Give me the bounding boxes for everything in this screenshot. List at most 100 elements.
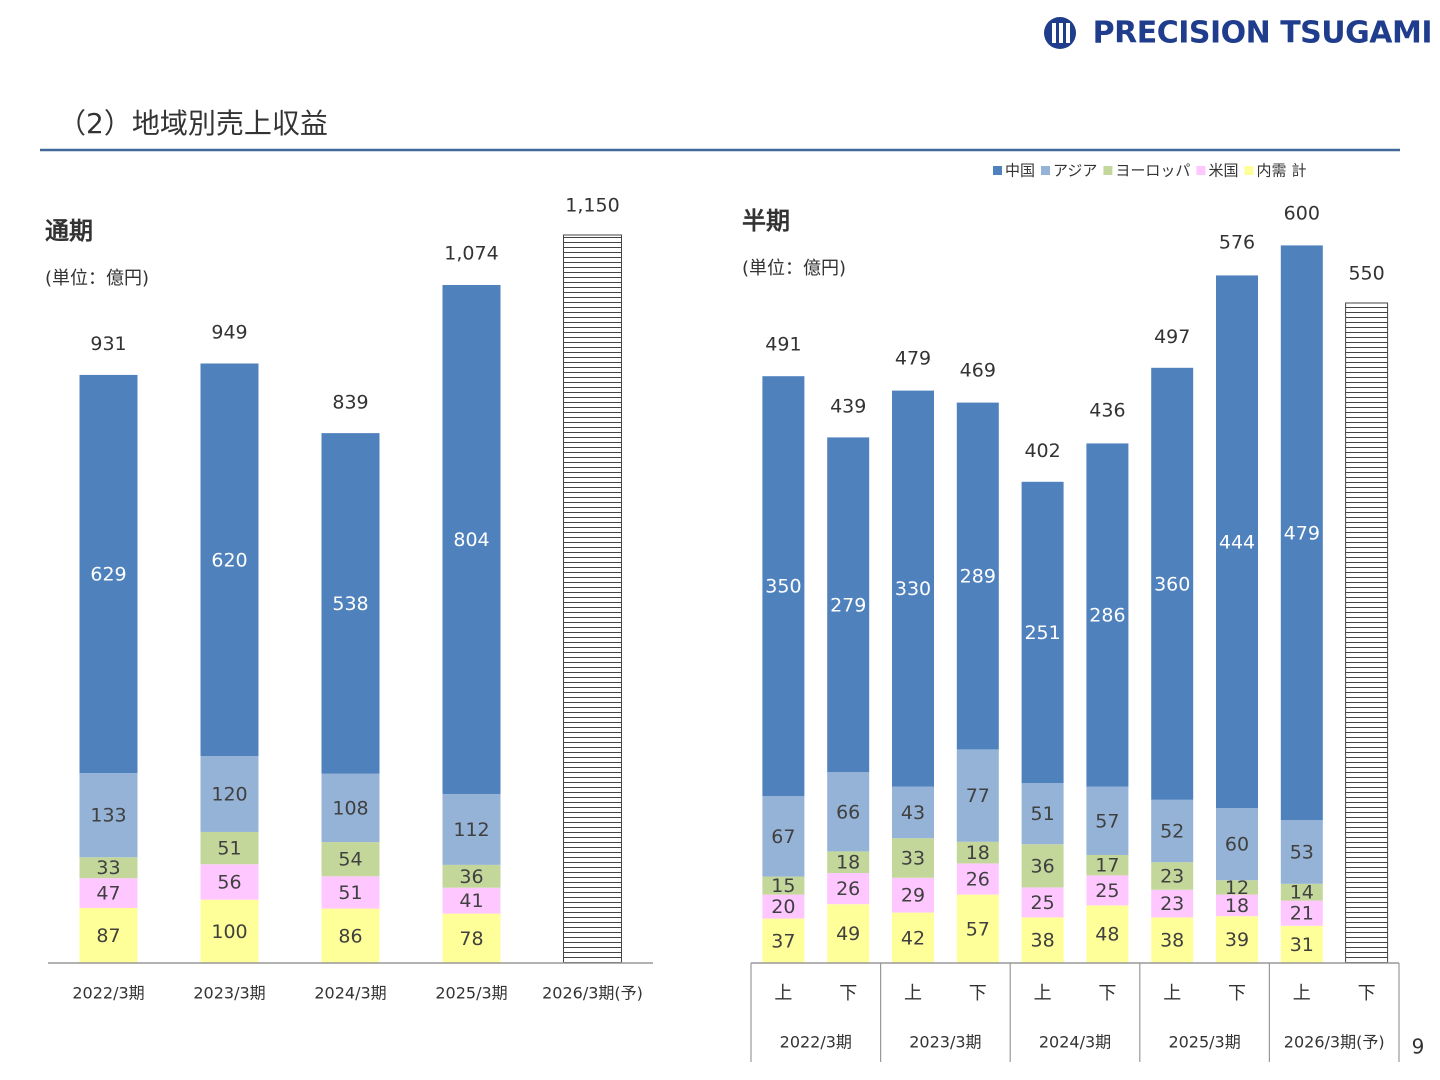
total-label: 439 bbox=[830, 396, 866, 418]
segment-label: 66 bbox=[836, 801, 860, 823]
total-label: 402 bbox=[1024, 440, 1060, 462]
segment-label: 39 bbox=[1225, 929, 1249, 951]
segment-label: 86 bbox=[338, 925, 362, 947]
bar-segment bbox=[321, 842, 380, 877]
segment-label: 538 bbox=[332, 593, 368, 615]
group-label: 2023/3期 bbox=[909, 1033, 981, 1052]
logo-icon-stripe bbox=[1066, 23, 1070, 43]
segment-label: 15 bbox=[771, 875, 795, 897]
x-tick-label: 上 bbox=[1034, 983, 1052, 1004]
segment-label: 112 bbox=[453, 819, 489, 841]
x-tick-label: 下 bbox=[839, 983, 857, 1004]
segment-label: 18 bbox=[836, 852, 860, 874]
forecast-bar bbox=[1345, 302, 1389, 964]
total-label: 479 bbox=[895, 348, 931, 370]
bar-segment bbox=[1151, 889, 1194, 918]
legend-swatch bbox=[1244, 166, 1254, 175]
segment-label: 51 bbox=[1031, 803, 1055, 825]
segment-label: 67 bbox=[771, 826, 795, 848]
segment-label: 479 bbox=[1284, 522, 1320, 544]
segment-label: 29 bbox=[901, 885, 925, 907]
segment-label: 20 bbox=[771, 896, 795, 918]
segment-label: 444 bbox=[1219, 531, 1255, 553]
group-label: 2026/3期(予) bbox=[1284, 1033, 1385, 1052]
bar-segment bbox=[827, 904, 870, 963]
segment-label: 251 bbox=[1024, 622, 1060, 644]
segment-label: 629 bbox=[90, 563, 126, 585]
bar-segment bbox=[1216, 916, 1258, 963]
legend-swatch bbox=[1103, 166, 1113, 175]
bar-segment bbox=[827, 851, 870, 873]
x-tick-label: 下 bbox=[969, 983, 987, 1004]
chart-title: 通期 bbox=[45, 217, 93, 245]
segment-label: 360 bbox=[1154, 573, 1190, 595]
segment-label: 43 bbox=[901, 802, 925, 824]
bar-segment bbox=[79, 857, 138, 879]
bar-segment bbox=[827, 873, 870, 905]
x-tick-label: 上 bbox=[1163, 983, 1181, 1004]
chart-title: 半期 bbox=[742, 207, 790, 235]
segment-label: 133 bbox=[90, 805, 126, 827]
total-label: 1,074 bbox=[444, 243, 498, 265]
legend: 中国 アジア ヨーロッパ 米国 内需計 bbox=[993, 162, 1306, 180]
segment-label: 52 bbox=[1160, 821, 1184, 843]
bar-segment bbox=[200, 899, 259, 963]
total-label: 436 bbox=[1089, 399, 1125, 421]
x-tick-label: 下 bbox=[1358, 983, 1376, 1004]
segment-label: 60 bbox=[1225, 834, 1249, 856]
segment-label: 78 bbox=[459, 928, 483, 950]
x-tick-label: 上 bbox=[774, 983, 792, 1004]
total-label: 497 bbox=[1154, 326, 1190, 348]
bar-segment bbox=[200, 363, 259, 756]
total-label: 469 bbox=[960, 360, 996, 382]
total-label: 491 bbox=[765, 333, 801, 355]
bar-segment bbox=[1280, 820, 1323, 884]
segment-label: 49 bbox=[836, 923, 860, 945]
segment-label: 17 bbox=[1095, 855, 1119, 877]
segment-label: 289 bbox=[960, 566, 996, 588]
bar-segment bbox=[321, 908, 380, 963]
bar-segment bbox=[1216, 894, 1258, 917]
segment-label: 18 bbox=[1225, 895, 1249, 917]
section-title: （2）地域別売上収益 bbox=[58, 107, 328, 140]
total-label: 600 bbox=[1284, 203, 1320, 225]
x-tick-label: 上 bbox=[1293, 983, 1311, 1004]
bar-segment bbox=[892, 838, 934, 878]
total-label: 839 bbox=[332, 391, 368, 413]
bar-segment bbox=[1021, 481, 1064, 783]
segment-label: 620 bbox=[211, 549, 247, 571]
bar-segment bbox=[1280, 245, 1323, 821]
bar-segment bbox=[1021, 887, 1064, 918]
bar-segment bbox=[1021, 844, 1064, 888]
segment-label: 31 bbox=[1290, 934, 1314, 956]
bar-segment bbox=[1086, 875, 1129, 906]
x-tick-label: 上 bbox=[904, 983, 922, 1004]
segment-label: 54 bbox=[338, 849, 362, 871]
x-tick-label: 下 bbox=[1098, 983, 1116, 1004]
bar-segment bbox=[892, 912, 934, 963]
segment-label: 23 bbox=[1160, 893, 1184, 915]
segment-label: 87 bbox=[96, 925, 120, 947]
segment-label: 33 bbox=[901, 848, 925, 870]
group-label: 2022/3期 bbox=[780, 1033, 852, 1052]
bar-segment bbox=[200, 864, 259, 900]
legend-swatch bbox=[993, 166, 1002, 175]
bar-segment bbox=[79, 878, 138, 908]
bar-segment bbox=[956, 749, 999, 842]
segment-label: 120 bbox=[211, 783, 247, 805]
bar-segment bbox=[200, 831, 259, 865]
legend-label: ヨーロッパ bbox=[1115, 162, 1190, 180]
bar-segment bbox=[956, 841, 999, 864]
bar-segment bbox=[321, 876, 380, 909]
bar-segment bbox=[762, 876, 805, 895]
segment-label: 26 bbox=[966, 869, 990, 891]
logo-icon-stripe bbox=[1059, 23, 1063, 43]
bar-segment bbox=[1280, 925, 1323, 963]
bar-segment bbox=[892, 786, 934, 839]
legend-swatch bbox=[1196, 166, 1206, 175]
bar-segment bbox=[762, 796, 805, 877]
segment-label: 38 bbox=[1160, 930, 1184, 952]
bar-segment bbox=[1021, 783, 1064, 845]
